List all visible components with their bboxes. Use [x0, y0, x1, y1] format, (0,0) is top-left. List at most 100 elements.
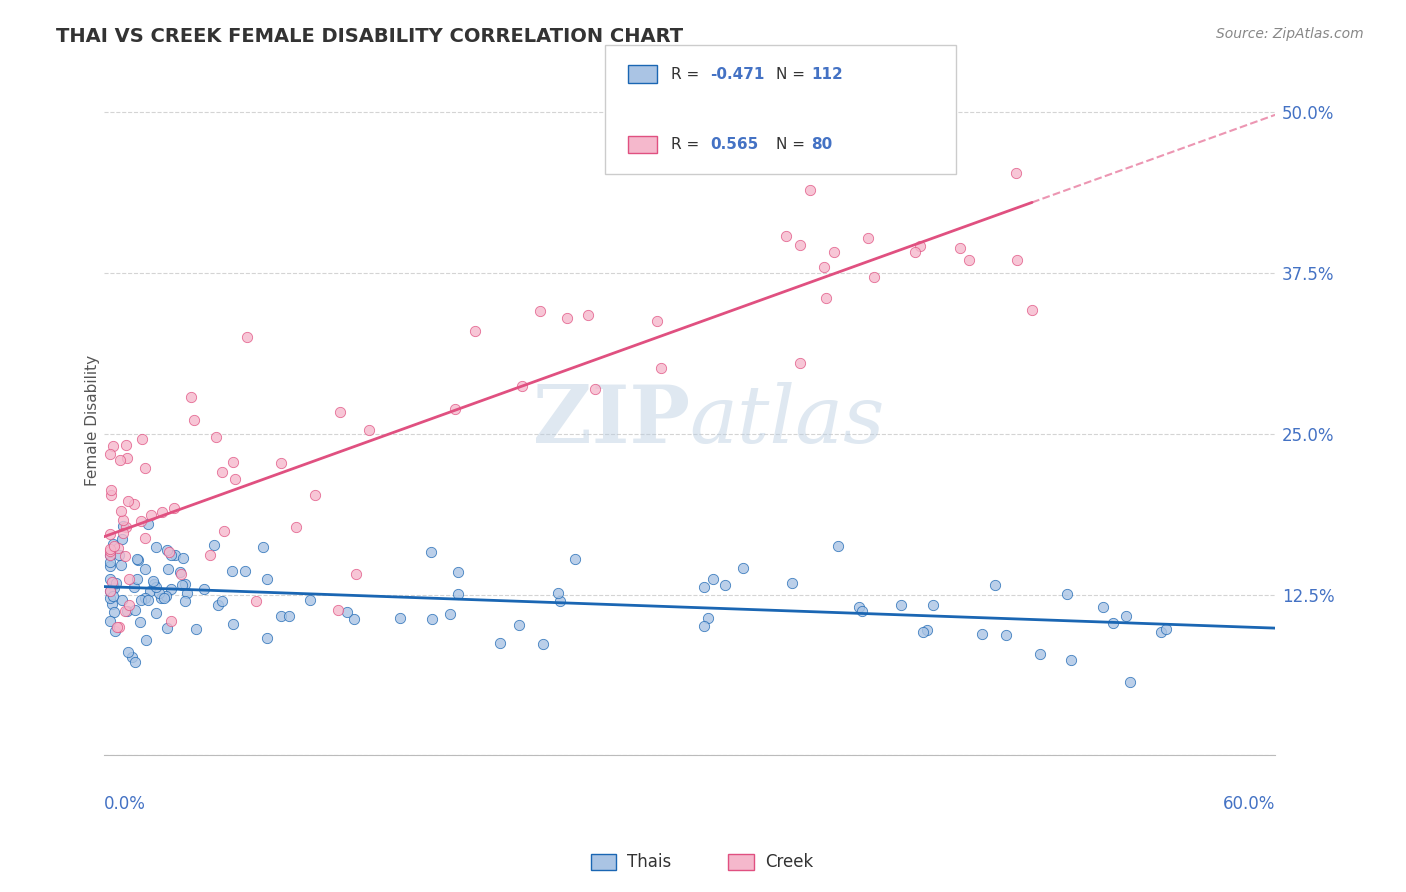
- Point: [111, 533, 134, 547]
- Point: [696, 611, 718, 625]
- Point: [155, 589, 177, 603]
- Point: [180, 390, 202, 404]
- Point: [98, 527, 121, 541]
- Point: [224, 472, 246, 486]
- Point: [547, 586, 569, 600]
- Point: [1102, 616, 1125, 631]
- Point: [169, 565, 191, 579]
- Point: [110, 558, 132, 572]
- Point: [125, 572, 148, 586]
- Point: [172, 578, 194, 592]
- Point: [278, 609, 301, 624]
- Point: [117, 645, 139, 659]
- Point: [101, 597, 124, 611]
- Point: [108, 620, 131, 634]
- Point: [127, 553, 149, 567]
- Point: [1154, 622, 1177, 636]
- Point: [124, 603, 146, 617]
- Point: [202, 538, 225, 552]
- Point: [98, 548, 121, 562]
- Text: R =: R =: [671, 137, 704, 152]
- Point: [100, 488, 122, 502]
- Point: [531, 637, 554, 651]
- Point: [148, 586, 170, 600]
- Text: Creek: Creek: [765, 853, 813, 871]
- Point: [693, 580, 716, 594]
- Point: [299, 593, 322, 607]
- Point: [169, 567, 191, 582]
- Point: [117, 494, 139, 508]
- Point: [780, 576, 803, 591]
- Point: [650, 361, 672, 376]
- Point: [444, 401, 467, 416]
- Point: [98, 614, 121, 628]
- Point: [134, 591, 156, 606]
- Text: 80: 80: [811, 137, 832, 152]
- Point: [344, 567, 367, 582]
- Point: [285, 520, 308, 534]
- Point: [813, 260, 835, 274]
- Point: [529, 304, 551, 318]
- Point: [160, 548, 183, 562]
- Text: N =: N =: [776, 137, 810, 152]
- Point: [150, 505, 173, 519]
- Point: [904, 245, 927, 260]
- Point: [789, 356, 811, 370]
- Point: [211, 466, 233, 480]
- Point: [222, 616, 245, 631]
- Point: [100, 548, 122, 562]
- Text: Source: ZipAtlas.com: Source: ZipAtlas.com: [1216, 27, 1364, 41]
- Point: [110, 504, 132, 518]
- Point: [693, 619, 716, 633]
- Point: [134, 633, 156, 648]
- Point: [107, 541, 129, 555]
- Point: [447, 566, 470, 580]
- Point: [165, 549, 187, 563]
- Point: [118, 572, 141, 586]
- Point: [915, 624, 938, 638]
- Point: [103, 439, 125, 453]
- Text: -0.471: -0.471: [710, 67, 765, 81]
- Point: [256, 572, 278, 586]
- Point: [112, 519, 135, 533]
- Point: [207, 598, 229, 612]
- Point: [1056, 587, 1078, 601]
- Point: [922, 598, 945, 612]
- Point: [118, 598, 141, 612]
- Point: [157, 545, 180, 559]
- Point: [193, 582, 215, 597]
- Point: [419, 545, 441, 559]
- Point: [1005, 252, 1028, 267]
- Point: [172, 550, 194, 565]
- Point: [550, 593, 572, 607]
- Point: [105, 620, 128, 634]
- Point: [328, 603, 350, 617]
- Point: [101, 574, 124, 589]
- Text: N =: N =: [776, 67, 810, 81]
- Point: [645, 314, 668, 328]
- Point: [1060, 653, 1083, 667]
- Point: [100, 483, 122, 497]
- Point: [775, 229, 797, 244]
- Y-axis label: Female Disability: Female Disability: [86, 355, 100, 486]
- Point: [221, 564, 243, 578]
- Point: [104, 624, 127, 639]
- Point: [245, 593, 267, 607]
- Point: [856, 231, 879, 245]
- Point: [183, 412, 205, 426]
- Text: ZIP: ZIP: [533, 382, 689, 460]
- Point: [222, 455, 245, 469]
- Point: [420, 612, 443, 626]
- Point: [115, 604, 138, 618]
- Point: [124, 656, 146, 670]
- Point: [114, 437, 136, 451]
- Point: [145, 606, 167, 620]
- Point: [912, 625, 935, 640]
- Point: [256, 632, 278, 646]
- Point: [731, 561, 754, 575]
- Text: 0.0%: 0.0%: [104, 796, 146, 814]
- Point: [1150, 624, 1173, 639]
- Point: [439, 607, 461, 622]
- Point: [149, 591, 172, 605]
- Point: [343, 612, 366, 626]
